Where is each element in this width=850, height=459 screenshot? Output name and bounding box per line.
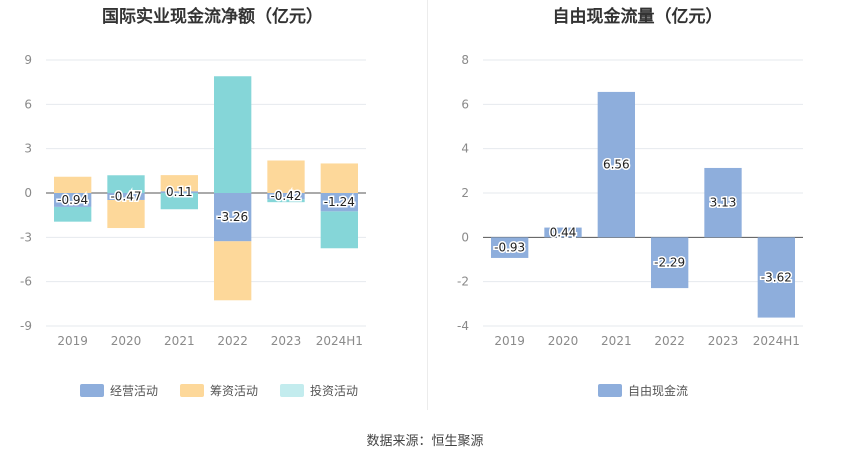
chart0-ytick-label: 6 bbox=[24, 97, 32, 111]
chart0-ytick-label: -3 bbox=[20, 230, 32, 244]
chart1-data-label: -3.62 bbox=[761, 270, 792, 284]
chart0-data-label: -1.24 bbox=[324, 195, 355, 209]
chart0-xtick-label: 2024H1 bbox=[316, 334, 363, 348]
chart1-ytick-label: 2 bbox=[461, 186, 469, 200]
chart1-xtick-label: 2020 bbox=[548, 334, 579, 348]
chart0-bar-series1-2022 bbox=[214, 241, 252, 301]
panel-divider bbox=[427, 0, 428, 410]
chart0-bar-series2-2023 bbox=[267, 199, 305, 203]
chart1-xtick-label: 2023 bbox=[708, 334, 739, 348]
chart1-bar-series0-2024H1 bbox=[757, 237, 795, 318]
chart0-bar-series0-2023 bbox=[267, 193, 305, 200]
chart0-bar-series1-2021 bbox=[160, 175, 198, 192]
chart0-bar-series1-2023 bbox=[267, 160, 305, 193]
chart0-xtick-label: 2022 bbox=[217, 334, 248, 348]
chart1-ytick-label: -2 bbox=[457, 275, 469, 289]
legend-item-investing[interactable]: 投资活动 bbox=[280, 382, 358, 399]
chart1-data-label: 0.44 bbox=[550, 225, 577, 239]
chart0-xtick-label: 2019 bbox=[57, 334, 88, 348]
legend-swatch-free-cash-flow bbox=[598, 384, 622, 397]
chart1-data-label: -0.93 bbox=[494, 241, 525, 255]
chart0-bar-series0-2021 bbox=[160, 191, 198, 193]
right-chart-legend: 自由现金流 bbox=[598, 382, 710, 399]
chart0-xtick-label: 2021 bbox=[164, 334, 195, 348]
chart1-data-label: 6.56 bbox=[603, 158, 630, 172]
chart1-bar-series0-2020 bbox=[544, 227, 582, 238]
chart0-bar-series2-2020 bbox=[107, 175, 145, 193]
chart0-bar-series2-2022 bbox=[214, 76, 252, 193]
chart1-ytick-label: 4 bbox=[461, 142, 469, 156]
chart0-bar-series0-2019 bbox=[54, 193, 92, 207]
legend-swatch-financing bbox=[180, 384, 205, 397]
chart0-ytick-label: 3 bbox=[24, 142, 32, 156]
legend-label-investing: 投资活动 bbox=[310, 384, 359, 398]
chart0-xtick-label: 2023 bbox=[271, 334, 302, 348]
chart1-xtick-label: 2019 bbox=[494, 334, 525, 348]
chart1-data-label: 3.13 bbox=[710, 196, 737, 210]
legend-label-free-cash-flow: 自由现金流 bbox=[628, 384, 689, 398]
chart0-data-label: -0.42 bbox=[270, 189, 301, 203]
legend-item-free-cash-flow[interactable]: 自由现金流 bbox=[598, 382, 688, 399]
chart0-bar-series0-2020 bbox=[107, 193, 145, 200]
chart0-bar-series2-2024H1 bbox=[320, 211, 358, 249]
chart1-xtick-label: 2021 bbox=[601, 334, 632, 348]
chart1-data-label: -2.29 bbox=[654, 256, 685, 270]
chart0-data-label: 0.11 bbox=[166, 185, 193, 199]
chart0-data-label: -3.26 bbox=[217, 210, 248, 224]
chart0-ytick-label: 9 bbox=[24, 53, 32, 67]
chart0-bar-series2-2019 bbox=[54, 206, 92, 222]
legend-swatch-operating bbox=[80, 384, 104, 397]
chart0-bar-series1-2019 bbox=[54, 176, 92, 193]
chart1-ytick-label: 8 bbox=[461, 53, 469, 67]
chart1-ytick-label: 6 bbox=[461, 97, 469, 111]
legend-swatch-investing bbox=[280, 384, 305, 397]
left-chart-legend: 经营活动 筹资活动 投资活动 bbox=[80, 382, 380, 399]
chart1-xtick-label: 2022 bbox=[654, 334, 685, 348]
chart0-ytick-label: -6 bbox=[20, 275, 32, 289]
chart0-bar-series0-2024H1 bbox=[320, 193, 358, 212]
chart0-bar-series1-2020 bbox=[107, 199, 145, 229]
legend-item-operating[interactable]: 经营活动 bbox=[80, 382, 158, 399]
data-source-note: 数据来源：恒生聚源 bbox=[366, 434, 484, 449]
chart1-ytick-label: 0 bbox=[461, 230, 469, 244]
chart1-bar-series0-2021 bbox=[597, 91, 635, 238]
chart0-data-label: -0.94 bbox=[57, 193, 88, 207]
right-chart-title: 自由现金流量（亿元） bbox=[552, 7, 723, 27]
chart0-ytick-label: 0 bbox=[24, 186, 32, 200]
chart0-bar-series0-2022 bbox=[214, 193, 252, 242]
chart0-xtick-label: 2020 bbox=[111, 334, 142, 348]
chart0-bar-series1-2024H1 bbox=[320, 163, 358, 193]
chart1-xtick-label: 2024H1 bbox=[753, 334, 800, 348]
chart1-bar-series0-2022 bbox=[651, 237, 689, 289]
chart1-bar-series0-2023 bbox=[704, 167, 742, 238]
chart1-ytick-label: -4 bbox=[457, 319, 469, 333]
chart0-bar-series2-2021 bbox=[160, 193, 198, 210]
chart0-data-label: -0.47 bbox=[110, 189, 141, 203]
left-chart-title: 国际实业现金流净额（亿元） bbox=[102, 7, 323, 27]
legend-item-financing[interactable]: 筹资活动 bbox=[180, 382, 258, 399]
chart1-bar-series0-2019 bbox=[491, 237, 529, 258]
legend-label-financing: 筹资活动 bbox=[210, 384, 259, 398]
chart0-ytick-label: -9 bbox=[20, 319, 32, 333]
legend-label-operating: 经营活动 bbox=[110, 384, 159, 398]
